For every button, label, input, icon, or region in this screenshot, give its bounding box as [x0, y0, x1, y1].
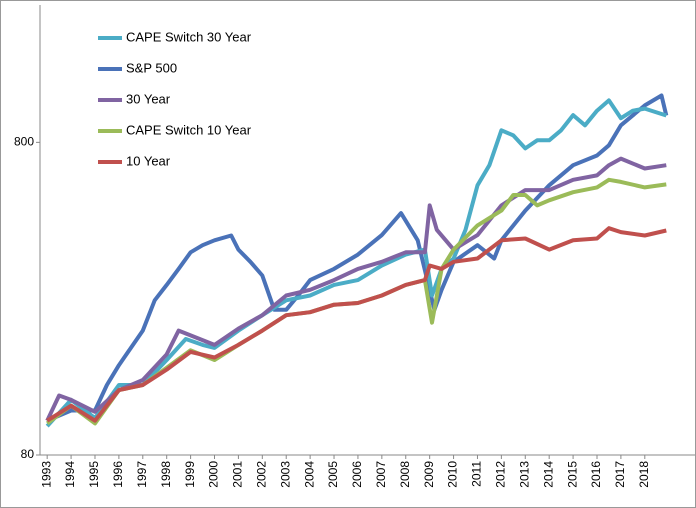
x-tick-label: 1996: [111, 461, 125, 488]
x-tick-label: 2014: [541, 461, 555, 488]
x-tick-label: 2008: [398, 461, 412, 488]
legend-label: S&P 500: [126, 60, 177, 75]
x-tick-label: 2001: [231, 461, 245, 488]
x-tick-label: 2018: [637, 461, 651, 488]
legend-label: CAPE Switch 10 Year: [126, 122, 252, 137]
x-tick-label: 2007: [374, 461, 388, 488]
legend-label: 30 Year: [126, 91, 171, 106]
x-tick-label: 1995: [87, 461, 101, 488]
x-tick-label: 1998: [159, 461, 173, 488]
x-tick-label: 2004: [302, 461, 316, 488]
x-tick-label: 1994: [63, 461, 77, 488]
y-tick-label: 80: [21, 447, 35, 461]
x-tick-label: 2002: [254, 461, 268, 488]
legend-label: CAPE Switch 30 Year: [126, 29, 252, 44]
x-tick-label: 1993: [39, 461, 53, 488]
x-tick-label: 2015: [565, 461, 579, 488]
x-tick-label: 2009: [422, 461, 436, 488]
series-line: [45, 98, 667, 428]
series-line: [45, 156, 667, 422]
x-tick-label: 2003: [278, 461, 292, 488]
x-tick-label: 2016: [589, 461, 603, 488]
x-tick-label: 2005: [326, 461, 340, 488]
x-tick-label: 2011: [470, 461, 484, 487]
x-tick-label: 2017: [613, 461, 627, 488]
x-tick-label: 2006: [350, 461, 364, 488]
x-tick-label: 2013: [517, 461, 531, 488]
series-line: [46, 93, 669, 423]
x-tick-label: 2012: [494, 461, 508, 488]
y-tick-label: 800: [14, 135, 34, 149]
legend-label: 10 Year: [126, 153, 171, 168]
x-tick-label: 2010: [446, 461, 460, 488]
x-tick-label: 1997: [135, 461, 149, 488]
series-line: [46, 226, 667, 423]
x-tick-label: 2000: [207, 461, 221, 488]
x-tick-label: 1999: [183, 461, 197, 488]
